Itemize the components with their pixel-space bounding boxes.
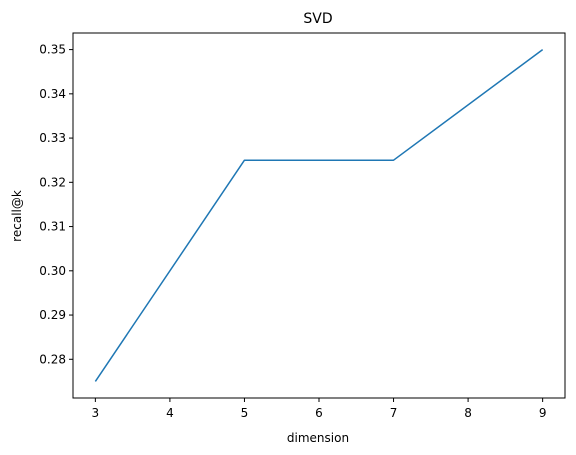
- x-axis-label: dimension: [287, 431, 349, 445]
- y-axis-ticks: 0.28 0.29 0.30 0.31 0.32 0.33 0.34 0.35: [39, 43, 73, 366]
- x-tick-label: 5: [241, 406, 249, 420]
- series-line-1: [94, 48, 544, 382]
- y-axis-label: recall@k: [10, 190, 24, 242]
- y-tick-label: 0.30: [39, 264, 66, 278]
- y-tick-label: 0.29: [39, 308, 66, 322]
- y-tick-label: 0.28: [39, 352, 66, 366]
- x-tick-label: 6: [315, 406, 323, 420]
- x-axis-ticks: 3 4 5 6 7 8 9: [92, 398, 547, 420]
- x-tick-label: 8: [464, 406, 472, 420]
- y-tick-label: 0.33: [39, 131, 66, 145]
- series-layer: [94, 48, 544, 382]
- x-tick-label: 9: [539, 406, 547, 420]
- x-tick-label: 3: [92, 406, 100, 420]
- x-tick-label: 7: [390, 406, 398, 420]
- y-tick-label: 0.31: [39, 220, 66, 234]
- chart-title: SVD: [303, 11, 332, 27]
- y-tick-label: 0.34: [39, 87, 66, 101]
- y-tick-label: 0.32: [39, 175, 66, 189]
- y-tick-label: 0.35: [39, 43, 66, 57]
- x-tick-label: 4: [166, 406, 174, 420]
